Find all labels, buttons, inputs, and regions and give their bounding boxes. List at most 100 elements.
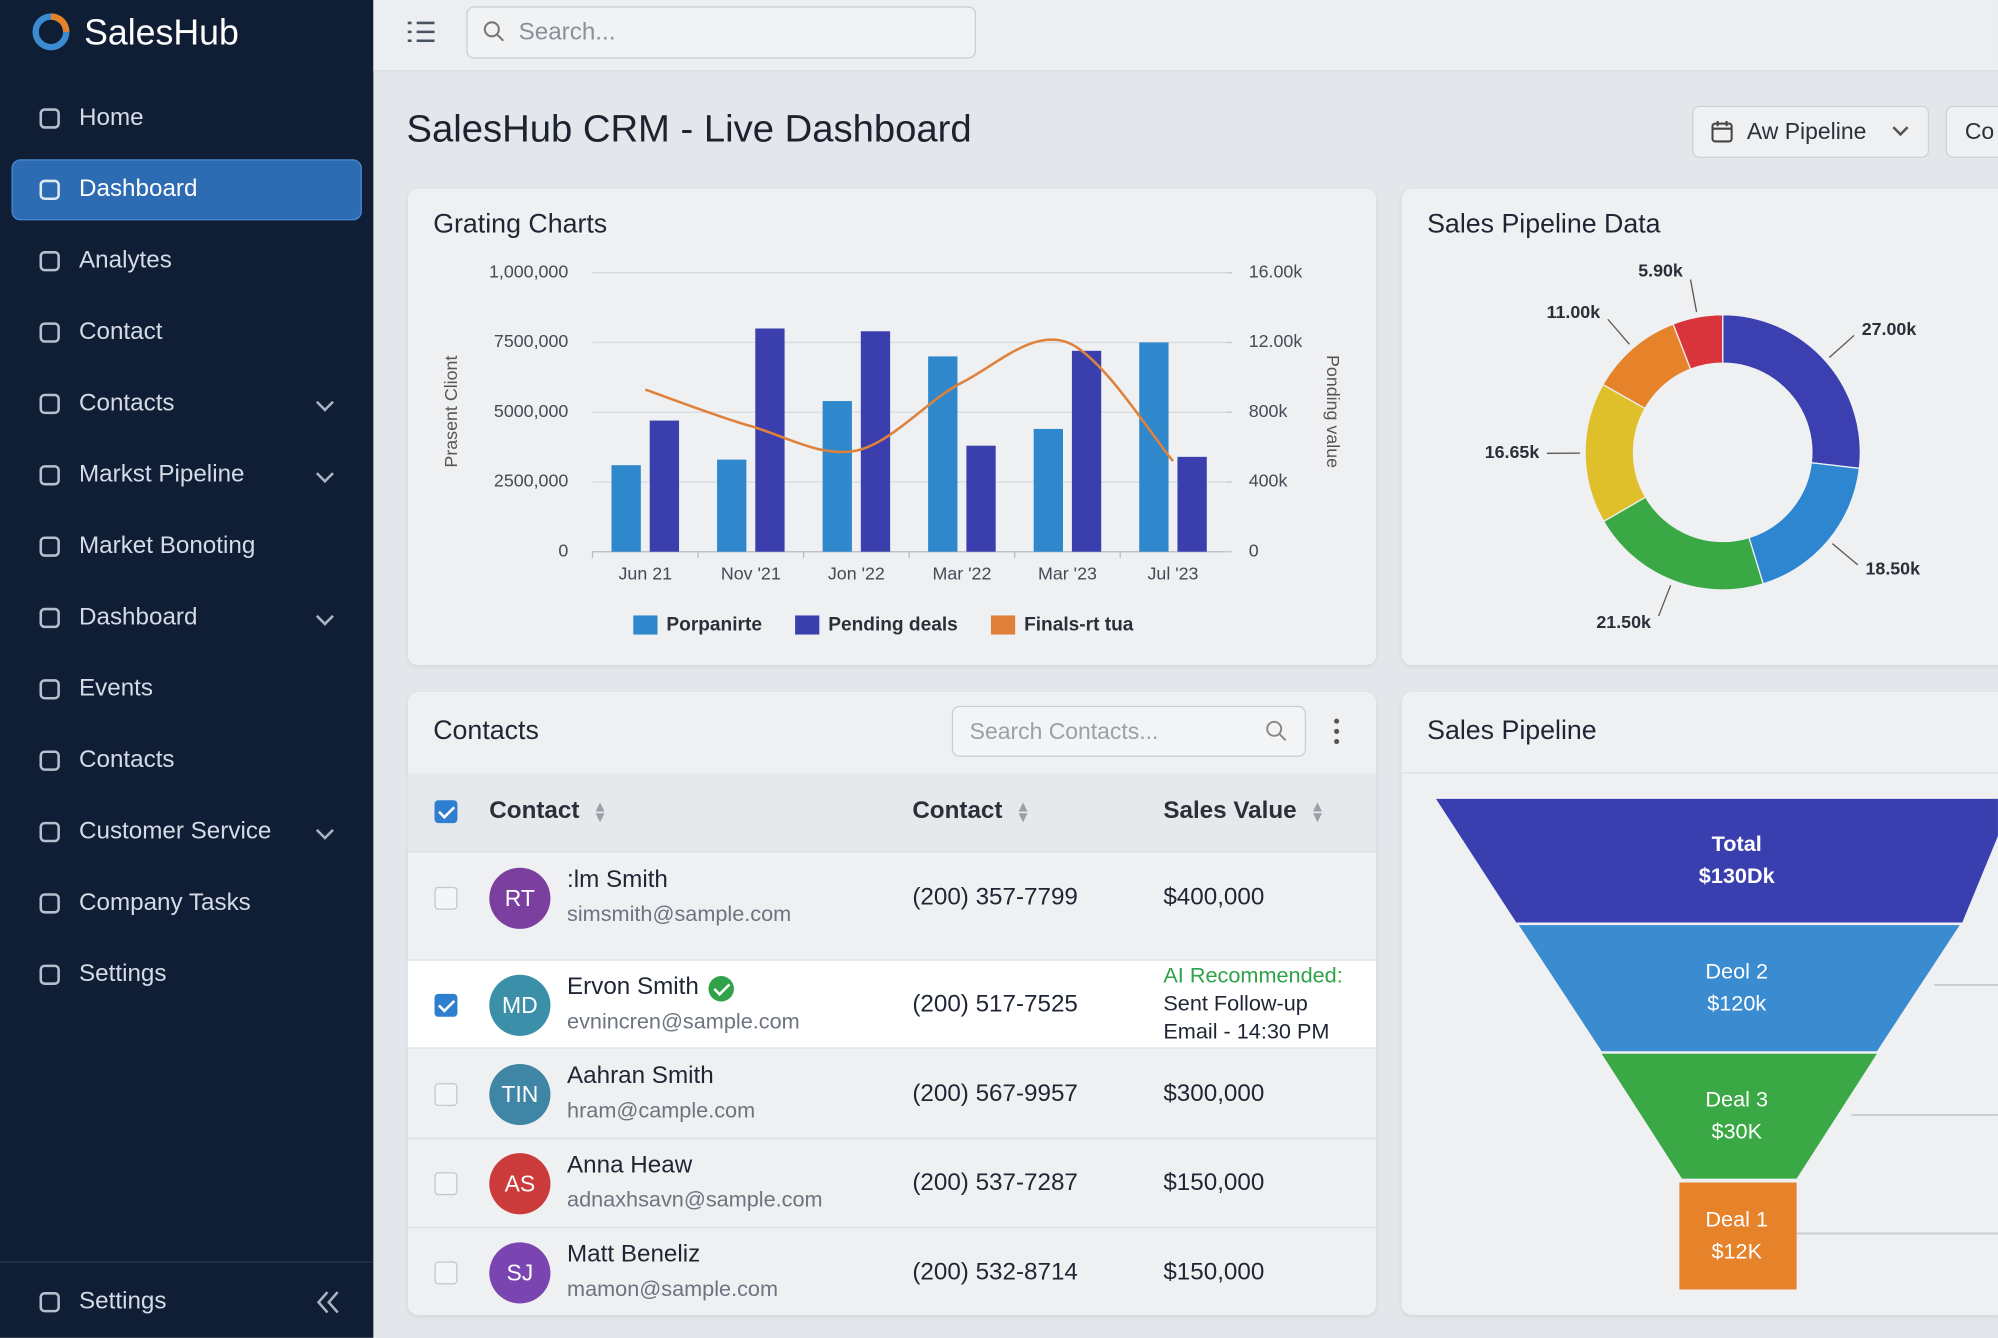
chevron [315,607,334,626]
avatar: TIN [489,1063,551,1125]
label: Contacts [79,746,175,774]
nav-item[interactable]: Home [13,89,361,148]
table-row[interactable]: MD Ervon Smith evnincren@sample.com (200) 5… [407,959,1377,1049]
bar [717,459,747,552]
bar [1071,350,1102,552]
nav-item[interactable]: Dashboard [12,160,361,220]
x-tick-label: Nov '21 [721,563,781,583]
stage-value: $130Dk [1699,863,1776,888]
nav-item[interactable]: Analytes [13,232,361,291]
contact-email: hram@cample.com [567,1097,756,1122]
label: Settings [79,960,167,988]
table-row[interactable]: SJ Matt Beneliz mamon@sample.com (200) 532-… [407,1227,1377,1315]
sales-value: $300,000 [1163,1079,1265,1107]
contact-email: adnaxhsavn@sample.com [567,1187,823,1212]
bar [860,331,891,552]
column-header[interactable]: Contact [489,797,580,825]
search-placeholder: Search... [518,19,616,46]
table-row[interactable]: TIN Aahran Smith hram@cample.com (200) 567-… [407,1047,1377,1139]
footer-settings[interactable]: Settings [13,1273,361,1332]
table-row[interactable]: AS Anna Heaw adnaxhsavn@sample.com (200) 53… [407,1137,1377,1228]
nav-item[interactable]: Company Tasks [13,874,361,933]
funnel-card: Sales Pipeline Total $130Dk Deol 2 $120k Dea… [1401,691,1998,1315]
nav-item[interactable]: Contact [13,303,361,362]
icon [39,251,60,272]
sort-icon: ▲ ▼ [1309,797,1326,826]
bar [1033,428,1064,552]
nav-item[interactable]: Customer Service [13,803,361,862]
nav-item[interactable]: Dashboard [13,589,361,648]
row-checkbox[interactable] [434,1172,458,1196]
contact-name: Aahran Smith [567,1062,714,1089]
card-title: Sales Pipeline [1427,716,1597,746]
column-header[interactable]: Contact [912,797,1003,825]
leader-line [1607,318,1630,345]
contact-email: evnincren@sample.com [567,1008,800,1033]
bar [611,465,641,552]
calendar-icon [1711,121,1733,143]
ai-note: Sent Follow-up Email - 14:30 PM [1163,991,1330,1044]
icon [39,1292,60,1313]
data-label: 21.50k [1596,612,1651,632]
column-header[interactable]: Sales Value [1163,797,1297,825]
stage-value: $120k [1707,990,1766,1015]
menu-button[interactable] [406,19,437,44]
row-checkbox[interactable] [434,1260,458,1284]
y2-tick-label: 800k [1249,401,1288,421]
pipeline-select[interactable]: Aw Pipeline [1692,105,1930,159]
legend-label: Porpanirte [666,615,762,636]
row-checkbox[interactable] [434,993,458,1017]
nav-item[interactable]: Contacts [13,731,361,790]
y2-tick-label: 400k [1249,471,1288,491]
legend-label: Finals-rt tua [1024,615,1134,636]
stage-name: Total [1712,831,1762,856]
contact-name: Ervon Smith [567,972,699,1000]
y-tick-label: 0 [558,540,568,560]
avatar: AS [489,1153,551,1215]
contacts-search[interactable]: Search Contacts... [951,705,1307,757]
funnel-stage [1679,1182,1797,1290]
contact-name: :lm Smith [567,865,668,893]
icon [39,179,60,201]
label: Dashboard [79,603,198,631]
avatar: MD [489,974,551,1036]
select-all[interactable] [434,800,458,824]
label: Customer Service [79,818,272,845]
icon [39,821,60,843]
contacts-card: Contacts Search Contacts... Contact ▲ ▼ Con… [407,691,1377,1315]
y2-tick-label: 12.00k [1249,331,1303,351]
nav-item[interactable]: Markst Pipeline [13,446,361,505]
chevron [1892,119,1909,137]
table-row[interactable]: RT:lm Smith simsmith@sample.com (200) 357-… [407,851,1377,961]
donut-card: Sales Pipeline Data 27.00k 18.50k 21.50k 16… [1401,188,1998,666]
sort-icon: ▲ ▼ [1015,797,1031,826]
chevron [315,464,334,484]
more-button[interactable]: Co [1945,105,1998,159]
legend-swatch [990,615,1016,635]
contact-email: mamon@sample.com [567,1276,779,1301]
nav-item[interactable]: Settings [13,945,361,1004]
contact-name: Anna Heaw [567,1151,693,1179]
nav-item[interactable]: Events [13,660,361,719]
funnel-stage [1601,1053,1877,1179]
row-checkbox[interactable] [434,1082,458,1106]
leader-line [1831,543,1859,566]
y-tick-label: 5000,000 [494,401,568,421]
row-checkbox[interactable] [434,886,458,910]
stage-value: $30K [1711,1118,1762,1143]
nav-item[interactable]: Market Bonoting [13,517,361,576]
phone: (200) 357-7799 [912,883,1078,911]
search-box[interactable]: Search... [466,6,977,59]
icon [39,536,60,557]
collapse-button[interactable] [313,1288,344,1316]
label: Contacts [79,389,175,417]
more-menu[interactable] [1328,717,1346,745]
nav-item[interactable]: Contacts [13,375,361,434]
phone: (200) 567-9957 [912,1079,1078,1107]
line-series [644,338,1174,462]
phone: (200) 537-7287 [912,1169,1078,1197]
search-placeholder: Search Contacts... [969,718,1159,745]
data-label: 5.90k [1638,261,1683,281]
bar [1139,342,1169,552]
